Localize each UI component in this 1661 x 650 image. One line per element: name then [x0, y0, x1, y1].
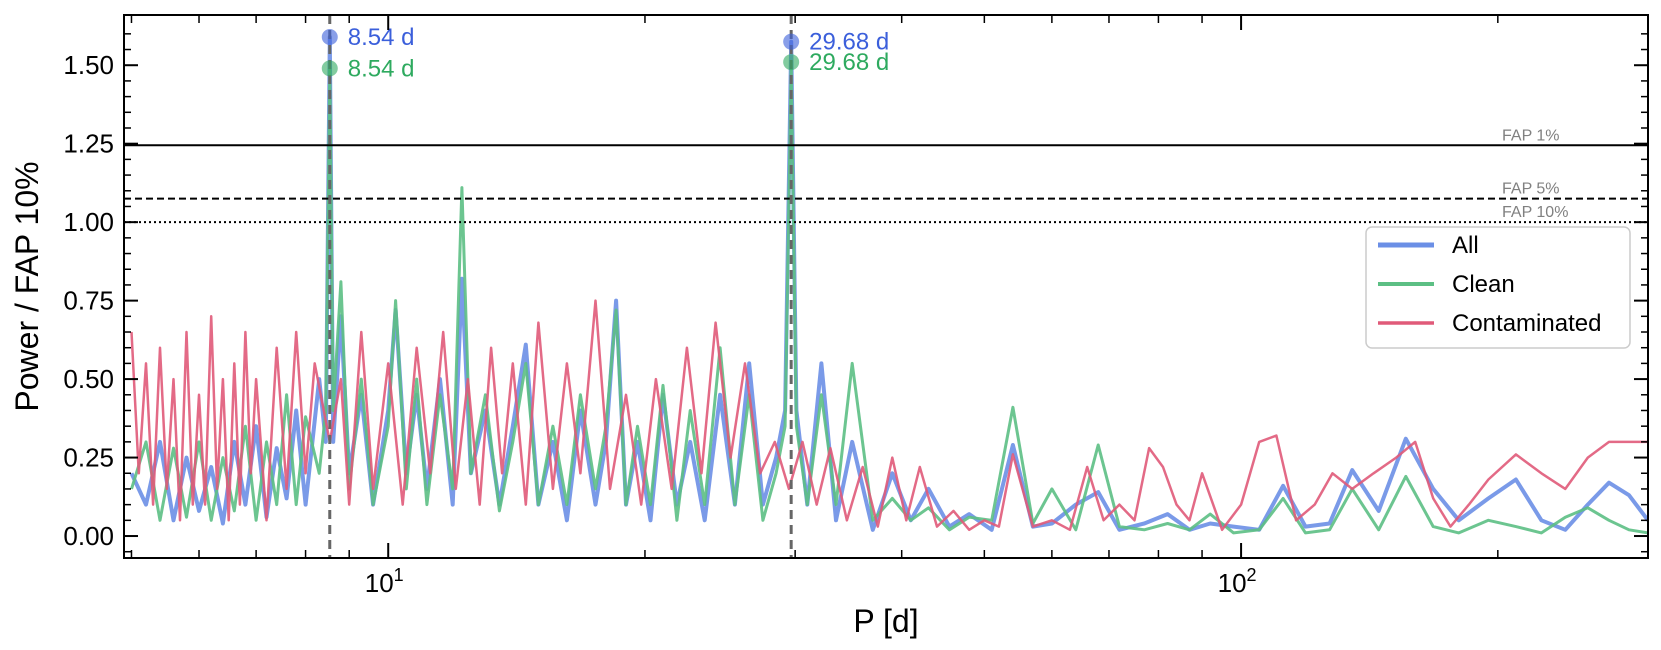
y-axis-label: Power / FAP 10% — [9, 161, 45, 411]
series-layer — [129, 35, 1648, 535]
plot-frame — [123, 14, 1649, 559]
peak-marker-3 — [783, 33, 800, 50]
y-tick-label: 0.00 — [63, 521, 114, 551]
series-line-clean — [130, 60, 1648, 535]
legend-label-contaminated: Contaminated — [1452, 310, 1601, 337]
y-tick-label: 0.25 — [63, 443, 114, 473]
peak-label-3: 29.68 d — [809, 29, 889, 56]
peak-marker-4 — [783, 54, 800, 71]
y-tick-label: 1.25 — [63, 129, 114, 159]
legend-label-all: All — [1452, 232, 1479, 259]
y-tick-label: 0.50 — [63, 364, 114, 394]
x-tick-label: 101 — [365, 565, 404, 598]
y-tick-label: 0.75 — [63, 286, 114, 316]
legend-label-clean: Clean — [1452, 271, 1515, 298]
y-tick-label: 1.00 — [63, 207, 114, 237]
peak-marker-1 — [321, 28, 338, 45]
fap-label-3: FAP 10% — [1502, 204, 1568, 221]
peak-label-1: 8.54 d — [348, 24, 415, 51]
legend: All Clean Contaminated — [1365, 226, 1631, 349]
peak-marker-2 — [321, 60, 338, 77]
x-tick-label: 102 — [1218, 565, 1257, 598]
fap-label-2: FAP 5% — [1502, 181, 1560, 198]
y-tick-label: 1.50 — [63, 50, 114, 80]
reference-lines-layer: FAP 1% FAP 5% FAP 10% — [124, 15, 1648, 558]
peak-label-2: 8.54 d — [348, 55, 415, 82]
peak-label-4: 29.68 d — [809, 49, 889, 76]
peak-annotations: 8.54 d 8.54 d 29.68 d29.68 d — [321, 24, 889, 82]
x-axis-label: P [d] — [853, 603, 918, 639]
axis-ticks: 0.00 0.25 0.50 0.75 1.00 1.25 1.50 101 102 — [63, 15, 1649, 598]
fap-label-1: FAP 1% — [1502, 127, 1560, 144]
series-line-contaminated — [130, 299, 1648, 532]
legend-box — [1365, 226, 1631, 349]
